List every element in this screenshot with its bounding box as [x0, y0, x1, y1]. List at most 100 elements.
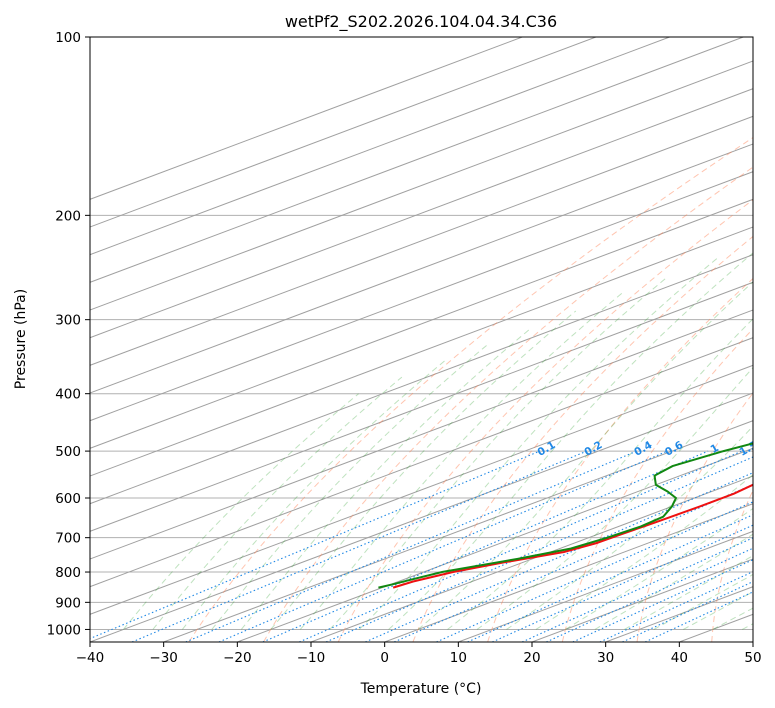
x-tick-label: −40 — [76, 650, 105, 666]
dry-adiabat-line — [636, 392, 753, 642]
dry-adiabats — [188, 136, 753, 642]
y-tick-label: 900 — [55, 595, 81, 611]
plot-frame — [89, 36, 754, 643]
y-tick-label: 400 — [55, 387, 81, 403]
dry-adiabat-line — [263, 166, 753, 642]
x-tick-label: 40 — [671, 650, 688, 666]
x-tick-label: 30 — [597, 650, 614, 666]
mixing-ratio-label: 2 — [767, 442, 775, 456]
y-tick-label: 200 — [55, 208, 81, 224]
mixing-ratio-line — [521, 537, 753, 642]
moist-adiabat-line — [211, 343, 489, 630]
moist-adiabat-line — [506, 425, 753, 630]
isotherm-line — [90, 37, 523, 200]
x-axis-label: Temperature (°C) — [360, 681, 482, 697]
moist-adiabat-line — [447, 318, 753, 630]
mixing-ratio-line — [393, 483, 753, 642]
mixing-ratio-label: 0.1 — [536, 439, 558, 459]
x-tick-label: −20 — [223, 650, 252, 666]
isotherm-line — [90, 143, 753, 394]
y-tick-label: 300 — [55, 313, 81, 329]
moist-adiabat-line — [417, 281, 753, 630]
y-tick-label: 700 — [55, 531, 81, 547]
temperature-profile — [392, 483, 753, 589]
moist-adiabat-line — [388, 252, 753, 630]
mixing-ratio-line — [546, 547, 753, 642]
isotherm-line — [163, 420, 753, 642]
x-axis: −40 −30 −20 −10 0 10 20 30 40 50 — [76, 642, 762, 666]
isotherm-line — [237, 447, 753, 642]
y-tick-label: 600 — [55, 491, 81, 507]
isotherm-line — [605, 586, 753, 642]
isotherm-line — [90, 254, 753, 505]
dewpoint-profile — [378, 442, 753, 589]
mixing-ratio-line — [299, 450, 743, 642]
mixing-ratio-line — [644, 591, 753, 642]
moist-adiabat-line — [594, 533, 753, 630]
mixing-ratio-line — [218, 450, 668, 642]
dry-adiabat-line — [412, 235, 753, 642]
isotherm-line — [90, 281, 753, 532]
dry-adiabat-line — [188, 136, 753, 642]
x-tick-label: 20 — [523, 650, 540, 666]
isotherm-line — [752, 641, 753, 642]
moist-adiabat-line — [683, 591, 753, 630]
moist-adiabat-line — [653, 573, 753, 630]
isotherm-line — [90, 88, 753, 339]
mixing-ratio-label: 0.2 — [582, 439, 604, 459]
moist-adiabat-line — [624, 555, 753, 630]
moist-adiabat-line — [712, 607, 753, 630]
isotherm-line — [90, 37, 744, 283]
y-tick-label: 1000 — [47, 622, 81, 638]
y-tick-label: 500 — [55, 444, 81, 460]
dry-adiabat-line — [337, 199, 753, 642]
dry-adiabat-line — [487, 277, 753, 642]
mixing-ratio-line — [436, 501, 753, 642]
y-axis: 1000 900 800 700 600 500 400 300 200 100 — [47, 30, 90, 638]
mixing-ratio-line — [599, 571, 753, 642]
y-axis-label: Pressure (hPa) — [13, 289, 29, 389]
isotherm-line — [90, 60, 753, 311]
isotherm-line — [90, 337, 753, 588]
mixing-ratio-line — [185, 450, 637, 642]
mixing-ratio-line — [492, 524, 753, 642]
mixing-ratio-label: 0.6 — [663, 439, 685, 459]
isotherm-line — [384, 503, 753, 642]
isotherm-line — [90, 115, 753, 366]
line-labels: -100-90-80-70-60-50-40-30-20-100.10.20.4… — [536, 439, 775, 459]
isotherms — [90, 37, 753, 642]
mixing-ratio-line — [325, 456, 753, 642]
plot-area: -100-90-80-70-60-50-40-30-20-100.10.20.4… — [90, 37, 775, 642]
moist-adiabat-line — [329, 277, 667, 630]
x-tick-label: 50 — [744, 650, 761, 666]
isotherm-line — [90, 226, 753, 477]
x-tick-label: 10 — [450, 650, 467, 666]
moist-adiabat-line — [535, 474, 753, 630]
isotherm-line — [90, 364, 753, 615]
dry-adiabat-line — [711, 489, 753, 642]
isotherm-line — [90, 37, 597, 228]
mixing-ratio-line — [90, 450, 541, 640]
isotherm-line — [458, 530, 753, 642]
mixing-ratio-line — [131, 450, 587, 642]
y-tick-label: 100 — [55, 30, 81, 46]
isotherm-line — [90, 392, 753, 642]
moist-adiabat-line — [123, 393, 359, 630]
moist-adiabat-line — [476, 366, 753, 630]
moist-adiabat-line — [358, 256, 720, 630]
moist-adiabat-line — [565, 507, 753, 630]
dry-adiabat-line — [561, 328, 753, 642]
isotherm-line — [90, 171, 753, 422]
moist-adiabat-line — [299, 292, 624, 630]
isotherm-line — [90, 37, 670, 256]
y-tick-label: 800 — [55, 565, 81, 581]
moist-adiabat-line — [270, 310, 577, 630]
mixing-ratio-label: 1.5 — [737, 439, 759, 459]
mixing-ratio-line — [262, 450, 709, 642]
chart-title: wetPf2_S202.2026.104.04.34.C36 — [285, 12, 557, 32]
x-tick-label: 0 — [380, 650, 389, 666]
moist-adiabat-line — [181, 358, 447, 630]
pressure-gridlines — [90, 37, 753, 630]
mixing-ratio-lines — [90, 450, 753, 642]
